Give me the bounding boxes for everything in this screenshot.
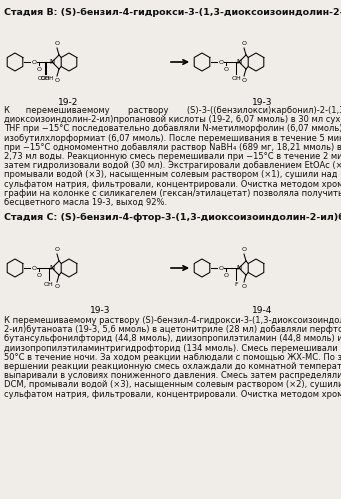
Text: затем гидролизовали водой (30 мл). Экстрагировали добавлением EtOAc (×3),: затем гидролизовали водой (30 мл). Экстр… [4,161,341,170]
Text: диоксоизоиндолин-2-ил)пропановой кислоты (19-2, 6,07 ммоль) в 30 мл сухого: диоксоизоиндолин-2-ил)пропановой кислоты… [4,115,341,124]
Text: OH: OH [40,76,50,81]
Text: Стадия C: (S)-бензил-4-фтор-3-(1,3-диоксоизоиндолин-2-ил)бутаноат: Стадия C: (S)-бензил-4-фтор-3-(1,3-диокс… [4,213,341,222]
Text: COOH: COOH [38,76,54,81]
Text: O: O [223,273,228,278]
Text: графии на колонке с силикагелем (гексан/этилацетат) позволяла получить 1,9 г: графии на колонке с силикагелем (гексан/… [4,189,341,198]
Text: бесцветного масла 19-3, выход 92%.: бесцветного масла 19-3, выход 92%. [4,198,167,207]
Text: OH: OH [44,282,54,287]
Text: выпаривали в условиях пониженного давления. Смесь затем распределяли в: выпаривали в условиях пониженного давлен… [4,371,341,380]
Text: вершении реакции реакционную смесь охлаждали до комнатной температуры,: вершении реакции реакционную смесь охлаж… [4,362,341,371]
Text: O: O [223,67,228,72]
Text: O: O [55,78,59,83]
Text: 19-4: 19-4 [252,306,272,315]
Text: 19-3: 19-3 [90,306,110,315]
Text: O: O [36,273,42,278]
Text: O: O [55,284,59,289]
Text: бутансульфонилфторид (44,8 ммоль), диизопропилэтиламин (44,8 ммоль) и: бутансульфонилфторид (44,8 ммоль), диизо… [4,334,341,343]
Text: O: O [55,247,59,252]
Text: N: N [236,265,242,271]
Text: К      перемешиваемому       раствору       (S)-3-((бензилокси)карбонил)-2-(1,3-: К перемешиваемому раствору (S)-3-((бензи… [4,106,341,115]
Text: DCM, промывали водой (×3), насыщенным солевым раствором (×2), сушили над: DCM, промывали водой (×3), насыщенным со… [4,380,341,389]
Text: O: O [36,67,42,72]
Text: O: O [241,41,247,46]
Text: F: F [234,282,238,287]
Text: N: N [49,59,55,65]
Text: сульфатом натрия, фильтровали, концентрировали. Очистка методом хромато-: сульфатом натрия, фильтровали, концентри… [4,180,341,189]
Text: O: O [32,265,37,270]
Text: O: O [241,284,247,289]
Text: O: O [219,265,224,270]
Text: диизопропилэтиламинтригидрофторид (134 ммоль). Смесь перемешивали при: диизопропилэтиламинтригидрофторид (134 м… [4,344,341,353]
Text: O: O [241,247,247,252]
Text: сульфатом натрия, фильтровали, концентрировали. Очистка методом хромато-: сульфатом натрия, фильтровали, концентри… [4,390,341,399]
Text: при −15°C одномоментно добавляли раствор NaBH₄ (689 мг, 18,21 ммоль) в: при −15°C одномоментно добавляли раствор… [4,143,341,152]
Text: 2,73 мл воды. Реакционную смесь перемешивали при −15°C в течение 2 мин,: 2,73 мл воды. Реакционную смесь перемеши… [4,152,341,161]
Text: O: O [55,41,59,46]
Text: THF при −15°C последовательно добавляли N-метилморфолин (6,07 ммоль),: THF при −15°C последовательно добавляли … [4,124,341,133]
Text: N: N [236,59,242,65]
Text: N: N [49,265,55,271]
Text: OH: OH [231,76,241,81]
Text: 19-2: 19-2 [58,98,78,107]
Text: O: O [32,59,37,64]
Text: Стадия B: (S)-бензил-4-гидрокси-3-(1,3-диоксоизоиндолин-2-ил)бутаноат: Стадия B: (S)-бензил-4-гидрокси-3-(1,3-д… [4,8,341,17]
Text: O: O [219,59,224,64]
Text: промывали водой (×3), насыщенным солевым раствором (×1), сушили над: промывали водой (×3), насыщенным солевым… [4,170,338,180]
Text: 2-ил)бутаноата (19-3, 5,6 ммоль) в ацетонитриле (28 мл) добавляли перфтор-1-: 2-ил)бутаноата (19-3, 5,6 ммоль) в ацето… [4,325,341,334]
Text: 50°C в течение ночи. За ходом реакции наблюдали с помощью ЖХ-МС. По за-: 50°C в течение ночи. За ходом реакции на… [4,353,341,362]
Text: 19-3: 19-3 [252,98,272,107]
Text: O: O [241,78,247,83]
Text: К перемешиваемому раствору (S)-бензил-4-гидрокси-3-(1,3-диоксоизоиндолин-: К перемешиваемому раствору (S)-бензил-4-… [4,316,341,325]
Text: изобутилхлорформиат (6,07 ммоль). После перемешивания в течение 5 мин: изобутилхлорформиат (6,07 ммоль). После … [4,134,341,143]
